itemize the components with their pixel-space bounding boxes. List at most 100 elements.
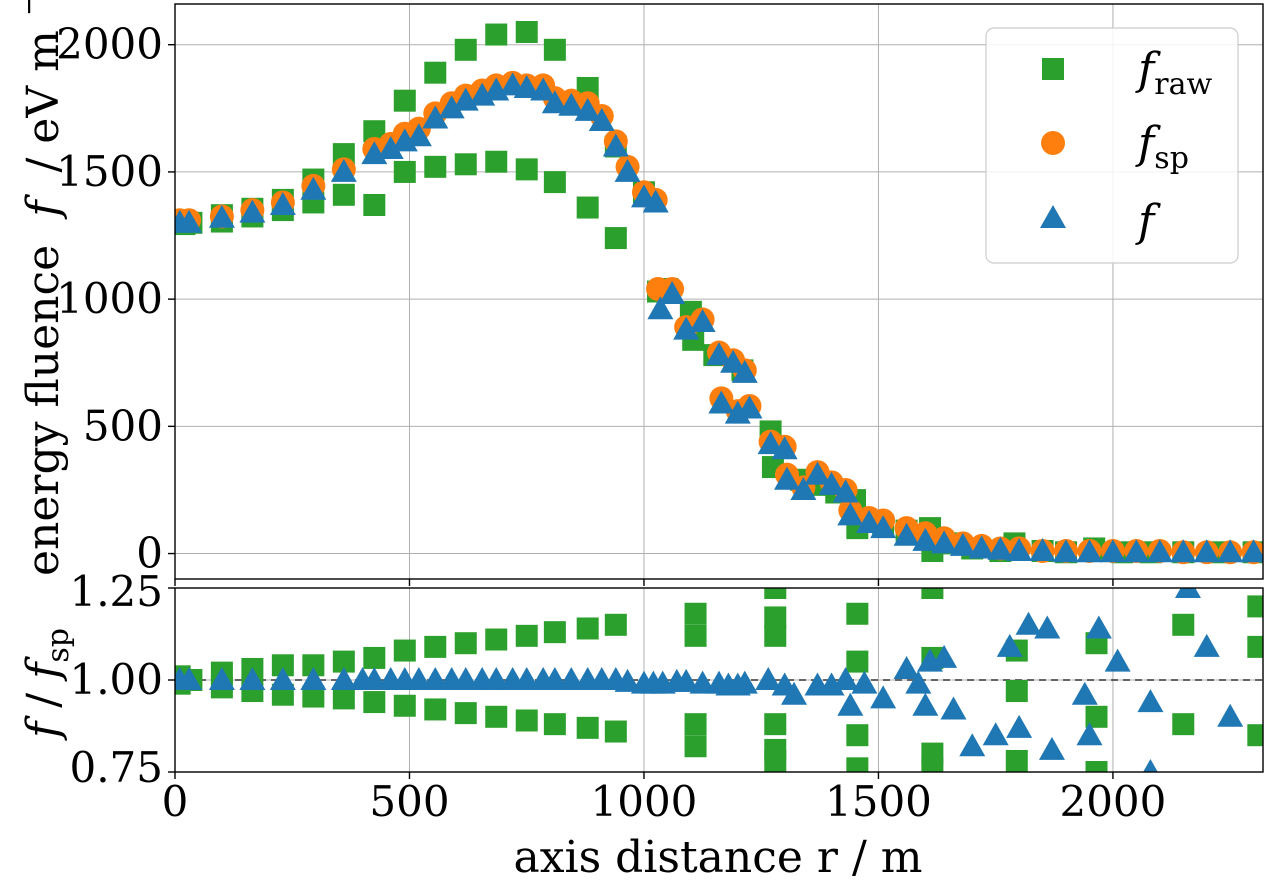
point-f (588, 108, 615, 132)
point-f (856, 510, 883, 534)
ratio-point-f-f-sp (361, 667, 388, 690)
point-f (208, 204, 235, 228)
point-f (818, 471, 845, 495)
ratio-point-f-f-sp (1076, 722, 1103, 746)
point-f (405, 123, 432, 147)
bottom-x-ticks: 0 500 1000 1500 2000 (162, 772, 1166, 826)
bottom-y-tick-label: 1.00 (69, 655, 163, 704)
ratio-point-f-f-sp (870, 685, 897, 709)
ratio-point-f-f-sp (239, 667, 266, 690)
x-tick-label: 1000 (591, 777, 698, 826)
ratio-point-f-f-sp (541, 667, 568, 690)
ratio-point-f-f-sp (1071, 681, 1098, 705)
ratio-point-f-raw-f-sp (764, 624, 787, 647)
point-f-raw (454, 153, 477, 176)
top-y-tick-label: 500 (83, 401, 163, 450)
ratio-point-f-raw-f-sp (363, 646, 386, 669)
ratio-point-f-raw-f-sp (1085, 705, 1108, 728)
point-f (1076, 539, 1103, 563)
ratio-point-f-raw-f-sp (454, 702, 477, 725)
ratio-point-f-f-sp (959, 733, 986, 757)
point-f (720, 349, 747, 373)
point-f (968, 535, 995, 559)
legend-f-raw-sub: raw (1154, 67, 1212, 102)
point-f (790, 476, 817, 500)
point-f-raw (485, 150, 508, 173)
point-f (574, 97, 601, 121)
ratio-point-f-raw-f-sp (1172, 713, 1195, 736)
point-f-raw (604, 227, 627, 250)
ratio-point-f-raw-f-sp (764, 749, 787, 772)
ratio-point-f-raw-f-sp (515, 624, 538, 647)
point-f-raw (424, 61, 447, 84)
point-f (1053, 539, 1080, 563)
ratio-point-f-f-sp (931, 644, 958, 668)
ratio-point-f-f-sp (837, 692, 864, 716)
top-plot-frame (174, 3, 1264, 580)
ratio-point-f-raw-f-sp (424, 698, 447, 721)
ratio-point-f-f-sp (893, 655, 920, 679)
point-f (870, 515, 897, 539)
point-f (1029, 538, 1056, 562)
top-y-tick-label: 1000 (56, 274, 163, 323)
point-f (1146, 539, 1173, 563)
top-y-tick-label: 1500 (56, 147, 163, 196)
point-f (438, 95, 465, 119)
point-f (987, 536, 1014, 560)
point-f-raw (363, 120, 386, 143)
ratio-point-f-raw-f-sp (271, 654, 294, 677)
ratio-point-f-raw-f-sp (846, 757, 869, 772)
ratio-point-f-f-sp (940, 696, 967, 720)
point-f (832, 479, 859, 503)
point-f (1123, 539, 1150, 563)
ratio-point-f-raw-f-sp (576, 716, 599, 739)
ratio-point-f-raw-f-sp (1247, 724, 1263, 747)
ratio-point-f-raw-f-sp (1085, 761, 1108, 772)
point-f (1099, 539, 1126, 563)
ratio-point-f-f-sp (300, 667, 327, 690)
point-f (1193, 539, 1220, 563)
legend-marker-square (1042, 58, 1064, 80)
ratio-point-f-f-sp (208, 667, 235, 690)
ratio-point-f-f-sp (673, 668, 700, 692)
legend-label-f-raw: fraw (1135, 44, 1213, 102)
ratio-point-f-raw-f-sp (764, 606, 787, 629)
ratio-point-f-f-sp (1038, 736, 1065, 760)
ratio-point-f-f-sp (832, 667, 859, 690)
point-f-raw (332, 183, 355, 206)
ratio-point-f-f-sp (1104, 648, 1131, 672)
point-f (642, 189, 669, 213)
ratio-point-f-f-sp (1193, 633, 1220, 657)
ratio-point-f-f-sp (1174, 588, 1201, 598)
point-f-raw (454, 38, 477, 61)
bottom-y-axis-label: f / fsp (18, 628, 76, 741)
point-f (689, 309, 716, 333)
x-axis-label: axis distance r / m (514, 832, 923, 883)
ratio-point-f-f-sp (1217, 703, 1244, 727)
ratio-point-f-raw-f-sp (485, 628, 508, 651)
point-f-raw (543, 38, 566, 61)
ratio-point-f-raw-f-sp (684, 624, 707, 647)
ratio-point-f-raw-f-sp (393, 694, 416, 717)
ratio-point-f-raw-f-sp (846, 724, 869, 747)
top-data-marks (175, 20, 1263, 565)
point-f (541, 90, 568, 114)
ratio-point-f-raw-f-sp (921, 757, 944, 772)
point-f-raw (485, 23, 508, 46)
bottom-y-ticks: 0.75 1.00 1.25 (69, 567, 175, 792)
ratio-point-f-f-sp (689, 670, 716, 694)
x-tick-label: 1500 (825, 777, 932, 826)
point-f (931, 530, 958, 554)
top-x-ticks (174, 579, 1114, 586)
legend-box (985, 27, 1239, 264)
ratio-point-f-f-sp (330, 667, 357, 690)
bottom-data-marks (175, 588, 1263, 772)
ratio-point-f-raw-f-sp (921, 588, 944, 599)
ratio-point-f-f-sp (851, 670, 878, 694)
legend: fraw fsp f (985, 27, 1239, 264)
ratio-point-f-raw-f-sp (543, 713, 566, 736)
ratio-point-f-raw-f-sp (684, 735, 707, 758)
point-f (893, 522, 920, 546)
legend-label-f-sp: fsp (1135, 118, 1189, 176)
